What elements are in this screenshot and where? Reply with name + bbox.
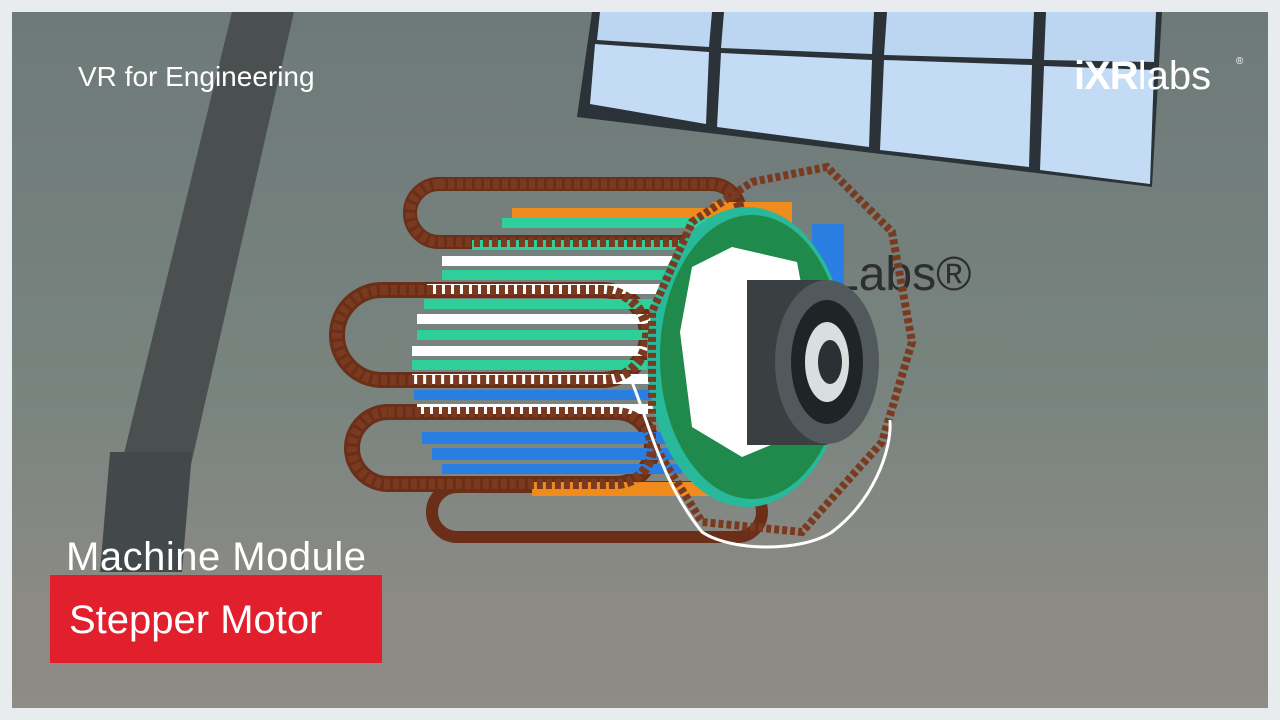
stepper-motor-model <box>329 162 917 549</box>
vr-scene-graphic: Labs® <box>100 12 1162 572</box>
module-title: Machine Module <box>66 535 367 579</box>
logo-wordmark: iXRlabs <box>1074 52 1211 100</box>
logo-text-light: labs <box>1137 54 1212 98</box>
registered-mark: ® <box>1236 56 1244 67</box>
logo-text-bold: iXR <box>1074 54 1139 98</box>
ixr-labs-logo: iXRlabs ® <box>1074 52 1246 100</box>
support-beam <box>117 12 294 482</box>
support-beam-base <box>100 452 192 572</box>
tagline: VR for Engineering <box>78 61 315 92</box>
topic-badge: Stepper Motor <box>50 575 382 663</box>
topic-title: Stepper Motor <box>69 598 323 642</box>
ceiling-window <box>577 12 1162 187</box>
